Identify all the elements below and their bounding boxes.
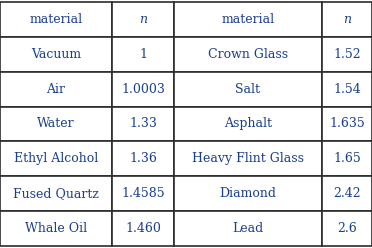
Bar [0, 2, 112, 37]
Bar [0, 211, 112, 246]
Bar [322, 141, 372, 176]
Bar [0, 37, 112, 72]
Bar [174, 2, 322, 37]
Text: Lead: Lead [232, 222, 264, 235]
Text: Air: Air [46, 83, 65, 96]
Bar [174, 176, 322, 211]
Bar [174, 141, 322, 176]
Text: material: material [29, 13, 83, 26]
Text: 1.36: 1.36 [129, 152, 157, 165]
Bar [322, 72, 372, 107]
Bar [174, 211, 322, 246]
Text: n: n [343, 13, 351, 26]
Text: 1.4585: 1.4585 [121, 187, 165, 200]
Bar [322, 107, 372, 141]
Bar [0, 107, 112, 141]
Text: 1.0003: 1.0003 [121, 83, 165, 96]
Text: Asphalt: Asphalt [224, 118, 272, 130]
Text: 1.52: 1.52 [333, 48, 361, 61]
Text: 1.65: 1.65 [333, 152, 361, 165]
Bar [112, 176, 174, 211]
Bar [322, 2, 372, 37]
Bar [322, 37, 372, 72]
Bar [112, 107, 174, 141]
Text: 1: 1 [139, 48, 147, 61]
Bar [322, 211, 372, 246]
Text: Diamond: Diamond [219, 187, 276, 200]
Bar [0, 141, 112, 176]
Bar [0, 72, 112, 107]
Text: 2.6: 2.6 [337, 222, 357, 235]
Text: 1.460: 1.460 [125, 222, 161, 235]
Text: Vacuum: Vacuum [31, 48, 81, 61]
Bar [112, 72, 174, 107]
Bar [112, 211, 174, 246]
Bar [174, 107, 322, 141]
Text: 2.42: 2.42 [333, 187, 361, 200]
Text: Heavy Flint Glass: Heavy Flint Glass [192, 152, 304, 165]
Text: 1.635: 1.635 [329, 118, 365, 130]
Text: Whale Oil: Whale Oil [25, 222, 87, 235]
Bar [174, 37, 322, 72]
Text: 1.54: 1.54 [333, 83, 361, 96]
Text: Ethyl Alcohol: Ethyl Alcohol [14, 152, 98, 165]
Text: Fused Quartz: Fused Quartz [13, 187, 99, 200]
Text: 1.33: 1.33 [129, 118, 157, 130]
Text: n: n [139, 13, 147, 26]
Text: Water: Water [37, 118, 75, 130]
Bar [0, 176, 112, 211]
Bar [112, 37, 174, 72]
Text: material: material [221, 13, 275, 26]
Text: Crown Glass: Crown Glass [208, 48, 288, 61]
Text: Salt: Salt [235, 83, 260, 96]
Bar [174, 72, 322, 107]
Bar [112, 2, 174, 37]
Bar [112, 141, 174, 176]
Bar [322, 176, 372, 211]
